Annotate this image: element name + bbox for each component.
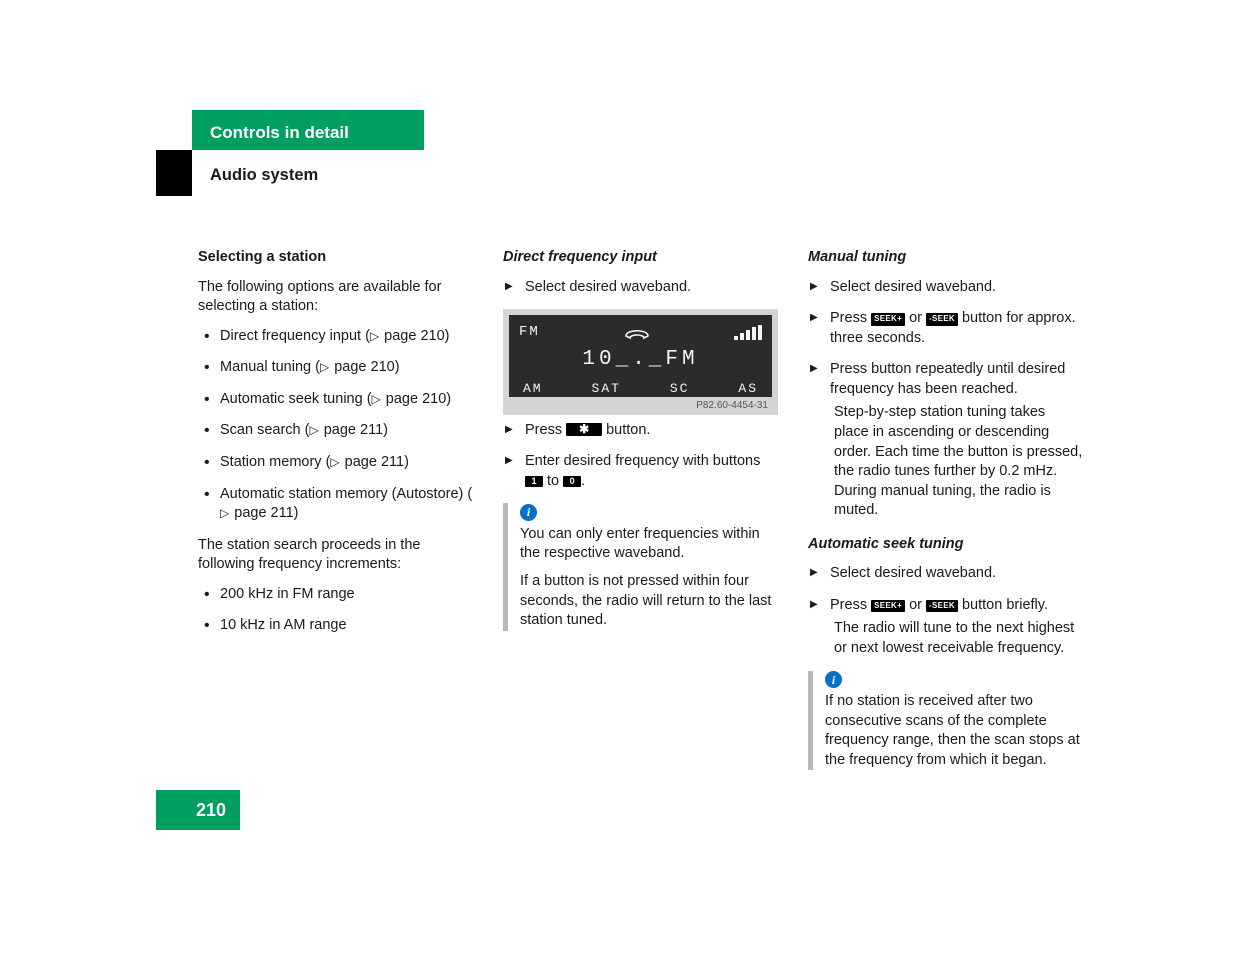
seek-plus-button-icon: SEEK+ bbox=[871, 313, 905, 325]
note-text: You can only enter frequencies within th… bbox=[520, 525, 778, 564]
column-2: Direct frequency input Select desired wa… bbox=[503, 248, 778, 780]
page-ref-icon: ▷ bbox=[370, 328, 379, 344]
info-note: i You can only enter frequencies within … bbox=[503, 503, 778, 630]
column-1: Selecting a station The following option… bbox=[198, 248, 473, 780]
selecting-station-heading: Selecting a station bbox=[198, 248, 473, 268]
page-number: 210 bbox=[156, 790, 240, 830]
step-item: Press SEEK+ or -SEEK button briefly. The… bbox=[808, 596, 1083, 659]
radio-display-figure: FM 10_._FM AM SAT SC AS bbox=[503, 309, 778, 415]
direct-freq-steps-1: Select desired waveband. bbox=[503, 278, 778, 298]
page-ref-icon: ▷ bbox=[220, 505, 229, 521]
manual-tuning-heading: Manual tuning bbox=[808, 248, 1083, 268]
step-item: Select desired waveband. bbox=[503, 278, 778, 298]
display-frequency: 10_._FM bbox=[519, 346, 762, 374]
note-text: If no station is received after two cons… bbox=[825, 692, 1083, 770]
list-item: Manual tuning (▷ page 210) bbox=[198, 358, 473, 378]
section-title: Audio system bbox=[192, 150, 424, 186]
page-ref-icon: ▷ bbox=[309, 422, 318, 438]
page-ref-icon: ▷ bbox=[330, 454, 339, 470]
display-menu-item: AS bbox=[738, 380, 758, 398]
note-text: If a button is not pressed within four s… bbox=[520, 572, 778, 631]
step-item: Enter desired frequency with buttons 1 t… bbox=[503, 452, 778, 491]
direct-freq-heading: Direct frequency input bbox=[503, 248, 778, 268]
page-ref-icon: ▷ bbox=[372, 391, 381, 407]
list-item: Direct frequency input (▷ page 210) bbox=[198, 327, 473, 347]
display-menu-item: SAT bbox=[592, 380, 621, 398]
list-item: Station memory (▷ page 211) bbox=[198, 453, 473, 473]
step-item: Press ✱ button. bbox=[503, 421, 778, 441]
display-menu-item: AM bbox=[523, 380, 543, 398]
chapter-title: Controls in detail bbox=[192, 110, 424, 150]
manual-tuning-steps: Select desired waveband. Press SEEK+ or … bbox=[808, 278, 1083, 521]
step-item: Select desired waveband. bbox=[808, 564, 1083, 584]
num-1-button-icon: 1 bbox=[525, 476, 543, 488]
header-black-tab bbox=[156, 150, 192, 196]
list-item: Scan search (▷ page 211) bbox=[198, 421, 473, 441]
seek-plus-button-icon: SEEK+ bbox=[871, 600, 905, 612]
display-band: FM bbox=[519, 323, 540, 342]
manual-page: Controls in detail Audio system Selectin… bbox=[0, 0, 1235, 954]
station-options-list: Direct frequency input (▷ page 210) Manu… bbox=[198, 327, 473, 524]
seek-minus-button-icon: -SEEK bbox=[926, 313, 958, 325]
display-menu-item: SC bbox=[670, 380, 690, 398]
list-item: 10 kHz in AM range bbox=[198, 616, 473, 636]
list-item: Automatic station memory (Autostore) (▷ … bbox=[198, 485, 473, 524]
auto-seek-heading: Automatic seek tuning bbox=[808, 535, 1083, 555]
step-item: Select desired waveband. bbox=[808, 278, 1083, 298]
step-item: Press SEEK+ or -SEEK button for approx. … bbox=[808, 309, 1083, 348]
step-item: Press button repeatedly until desired fr… bbox=[808, 360, 1083, 521]
search-increments-intro: The station search proceeds in the follo… bbox=[198, 536, 473, 575]
step-explanation: The radio will tune to the next highest … bbox=[830, 619, 1083, 658]
display-top-row: FM bbox=[519, 323, 762, 342]
phone-icon bbox=[624, 326, 650, 340]
list-item: 200 kHz in FM range bbox=[198, 585, 473, 605]
display-bottom-row: AM SAT SC AS bbox=[519, 380, 762, 398]
page-header: Controls in detail Audio system bbox=[156, 150, 424, 196]
radio-display: FM 10_._FM AM SAT SC AS bbox=[509, 315, 772, 397]
direct-freq-steps-2: Press ✱ button. Enter desired frequency … bbox=[503, 421, 778, 492]
increments-list: 200 kHz in FM range 10 kHz in AM range bbox=[198, 585, 473, 636]
column-3: Manual tuning Select desired waveband. P… bbox=[808, 248, 1083, 780]
step-explanation: Step-by-step station tuning takes place … bbox=[830, 403, 1083, 520]
auto-seek-steps: Select desired waveband. Press SEEK+ or … bbox=[808, 564, 1083, 658]
list-item: Automatic seek tuning (▷ page 210) bbox=[198, 390, 473, 410]
star-button-icon: ✱ bbox=[566, 423, 602, 436]
seek-minus-button-icon: -SEEK bbox=[926, 600, 958, 612]
selecting-station-intro: The following options are available for … bbox=[198, 278, 473, 317]
info-note: i If no station is received after two co… bbox=[808, 671, 1083, 771]
signal-icon bbox=[734, 326, 762, 340]
num-0-button-icon: 0 bbox=[563, 476, 581, 488]
info-icon: i bbox=[520, 504, 537, 521]
page-ref-icon: ▷ bbox=[320, 359, 329, 375]
info-icon: i bbox=[825, 671, 842, 688]
content-columns: Selecting a station The following option… bbox=[198, 248, 1083, 780]
figure-id: P82.60-4454-31 bbox=[509, 397, 772, 413]
header-stack: Controls in detail Audio system bbox=[192, 150, 424, 196]
